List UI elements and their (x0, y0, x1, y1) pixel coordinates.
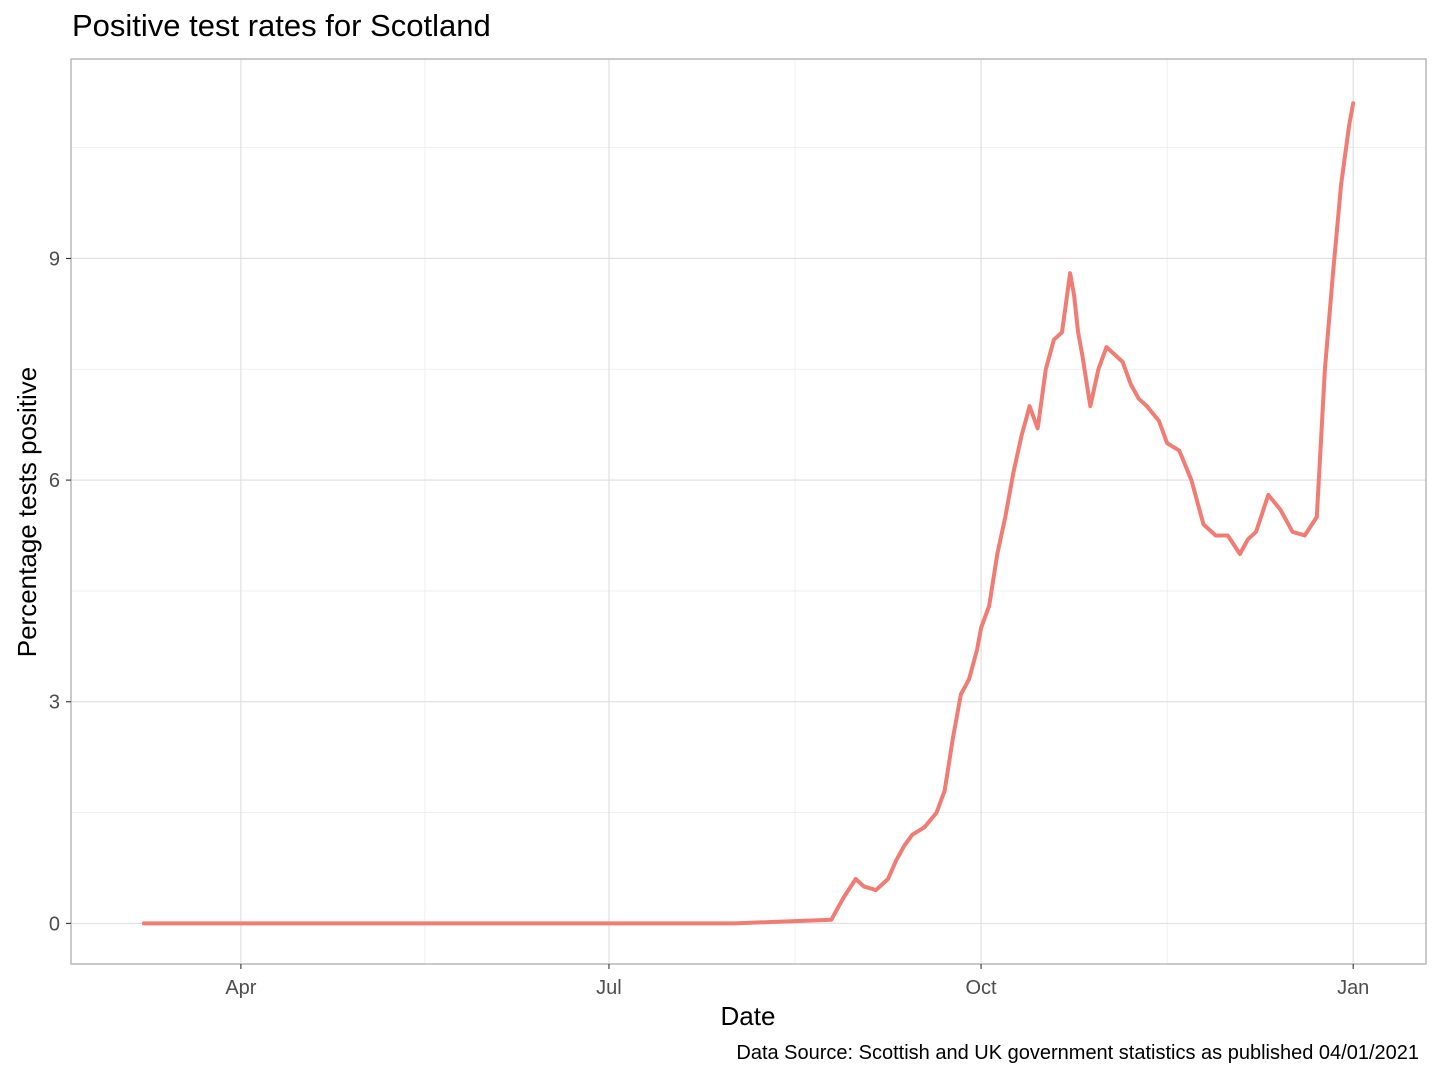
y-tick-label: 9 (49, 248, 60, 270)
minor-gridlines (71, 59, 1426, 964)
x-axis-label: Date (721, 1001, 776, 1031)
y-tick-label: 6 (49, 470, 60, 492)
x-tick-label: Jan (1337, 977, 1369, 999)
x-tick-label: Oct (966, 977, 998, 999)
x-tick-label: Jul (596, 977, 622, 999)
x-tick-label: Apr (225, 977, 256, 999)
panel-border (70, 58, 1427, 965)
data-source-caption: Data Source: Scottish and UK government … (736, 1042, 1419, 1064)
y-axis-ticks: 0 3 6 9 (49, 248, 71, 935)
y-axis-label: Percentage tests positive (12, 367, 42, 658)
major-gridlines (71, 59, 1426, 964)
x-axis-ticks: Apr Jul Oct Jan (225, 964, 1369, 999)
y-tick-label: 3 (49, 692, 60, 714)
series-line (141, 101, 1356, 926)
chart-title: Positive test rates for Scotland (72, 8, 491, 43)
y-tick-label: 0 (49, 913, 60, 935)
